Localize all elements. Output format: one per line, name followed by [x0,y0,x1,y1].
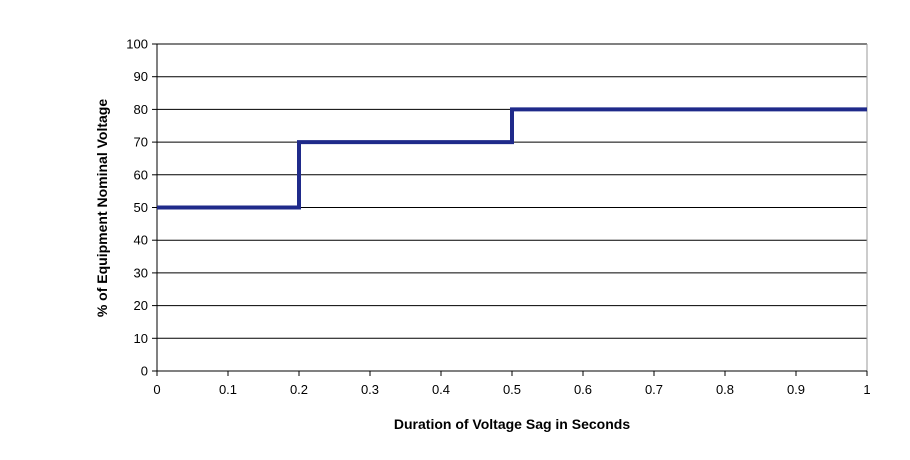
y-tick-label: 70 [134,135,148,150]
x-tick-label: 0.4 [432,382,450,397]
x-tick-label: 0.6 [574,382,592,397]
x-tick-label: 0.7 [645,382,663,397]
x-tick-label: 0.8 [716,382,734,397]
y-tick-label: 40 [134,233,148,248]
y-tick-label: 10 [134,331,148,346]
x-tick-label: 0.3 [361,382,379,397]
y-axis-title: % of Equipment Nominal Voltage [94,99,110,318]
y-tick-label: 60 [134,167,148,182]
x-tick-label: 0.9 [787,382,805,397]
x-tick-label: 0.2 [290,382,308,397]
series-line [157,107,867,210]
y-tick-label: 30 [134,265,148,280]
y-tick-label: 0 [141,364,148,379]
y-axis-ticks: 0 10 20 30 40 50 60 70 80 90 100 [126,37,157,379]
x-axis-title: Duration of Voltage Sag in Seconds [394,416,630,432]
series-group [156,107,868,210]
y-tick-label: 80 [134,102,148,117]
y-tick-label: 50 [134,200,148,215]
x-tick-label: 1 [863,382,870,397]
x-tick-label: 0 [153,382,160,397]
x-tick-label: 0.5 [503,382,521,397]
y-tick-label: 90 [134,69,148,84]
y-tick-label: 20 [134,298,148,313]
x-axis-ticks: 0 0.1 0.2 0.3 0.4 0.5 0.6 0.7 0.8 0.9 1 [153,371,871,397]
x-tick-label: 0.1 [219,382,237,397]
y-tick-label: 100 [126,37,148,52]
